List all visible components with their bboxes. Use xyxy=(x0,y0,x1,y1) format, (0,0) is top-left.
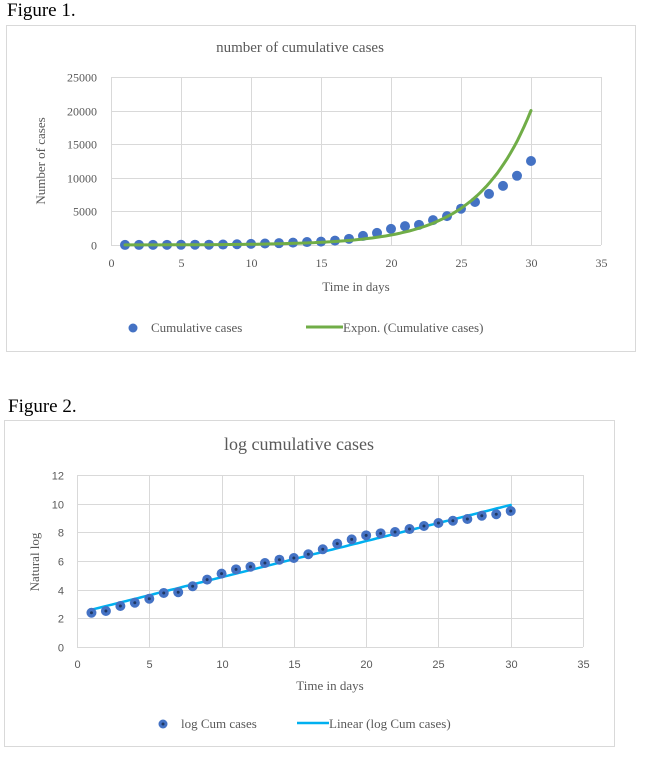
x-tick-label: 15 xyxy=(316,256,328,270)
y-tick-label: 15000 xyxy=(67,138,97,152)
y-tick-label: 2 xyxy=(58,614,64,626)
figure-1-x-ticks: 0 5 10 15 20 25 30 35 xyxy=(109,256,608,270)
y-tick-label: 25000 xyxy=(67,71,97,85)
data-point-center xyxy=(494,512,498,516)
data-point xyxy=(512,170,522,181)
x-tick-label: 10 xyxy=(216,659,228,671)
x-tick-label: 0 xyxy=(109,256,115,270)
data-point-center xyxy=(118,604,122,608)
figure-1-legend: Cumulative cases Expon. (Cumulative case… xyxy=(128,320,483,335)
data-point-center xyxy=(205,578,209,582)
data-point xyxy=(484,188,494,199)
data-point-center xyxy=(220,572,224,576)
figure-1-label: Figure 1. xyxy=(7,0,76,21)
figure-2-chart: log cumulative cases 0 2 4 6 8 10 12 0 5 10 15 20 2… xyxy=(4,420,615,747)
legend-marker-cumulative-cases xyxy=(128,323,138,333)
data-point-center xyxy=(133,601,137,605)
x-tick-label: 5 xyxy=(179,256,185,270)
x-tick-label: 5 xyxy=(146,659,152,671)
y-tick-label: 10000 xyxy=(67,172,97,186)
data-point xyxy=(386,223,396,234)
x-tick-label: 25 xyxy=(456,256,468,270)
data-point-center xyxy=(393,530,397,534)
figure-2-frame xyxy=(4,420,615,747)
figure-1-title: number of cumulative cases xyxy=(216,40,384,56)
data-point-center xyxy=(451,519,455,523)
figure-1-gridlines xyxy=(111,77,602,246)
figure-2-title: log cumulative cases xyxy=(224,434,374,454)
y-tick-label: 10 xyxy=(52,500,64,512)
x-tick-label: 35 xyxy=(577,659,589,671)
y-tick-label: 20000 xyxy=(67,105,97,119)
data-point-center xyxy=(364,533,368,537)
legend-label-cumulative-cases: Cumulative cases xyxy=(151,320,242,335)
y-tick-label: 8 xyxy=(58,528,64,540)
data-point-center xyxy=(89,611,93,615)
figure-1-y-ticks: 0 5000 10000 15000 20000 25000 xyxy=(67,71,97,253)
data-point-center xyxy=(335,542,339,546)
data-point-center xyxy=(234,567,238,571)
x-tick-label: 30 xyxy=(526,256,538,270)
data-point-center xyxy=(436,521,440,525)
legend-label-log-cum-cases: log Cum cases xyxy=(181,716,257,731)
x-tick-label: 25 xyxy=(432,659,444,671)
data-point-center xyxy=(306,552,310,556)
data-point-center xyxy=(104,609,108,613)
y-tick-label: 5000 xyxy=(73,205,97,219)
y-tick-label: 6 xyxy=(58,557,64,569)
legend-label-linear-trend: Linear (log Cum cases) xyxy=(329,716,451,731)
legend-marker-log-cum-cases-center xyxy=(161,722,165,726)
x-tick-label: 20 xyxy=(360,659,372,671)
y-tick-label: 4 xyxy=(58,586,64,598)
data-point-center xyxy=(321,547,325,551)
data-point-center xyxy=(248,565,252,569)
data-point-center xyxy=(509,509,513,513)
data-point-center xyxy=(162,591,166,595)
figure-2-y-axis-label: Natural log xyxy=(27,532,42,591)
x-tick-label: 0 xyxy=(74,659,80,671)
data-point xyxy=(498,180,508,191)
data-point-center xyxy=(379,531,383,535)
x-tick-label: 20 xyxy=(386,256,398,270)
data-point-center xyxy=(277,558,281,562)
data-point xyxy=(526,156,536,166)
legend-label-expon-trend: Expon. (Cumulative cases) xyxy=(343,320,483,335)
data-point-center xyxy=(191,584,195,588)
y-tick-label: 0 xyxy=(58,643,64,655)
figure-1-x-axis-label: Time in days xyxy=(322,279,389,294)
data-point-center xyxy=(408,527,412,531)
y-tick-label: 12 xyxy=(52,471,64,483)
data-point xyxy=(400,221,410,232)
figure-2-label: Figure 2. xyxy=(8,396,77,417)
figure-2-points xyxy=(86,505,516,618)
x-tick-label: 35 xyxy=(596,256,608,270)
figure-2-x-axis-label: Time in days xyxy=(296,678,363,693)
data-point-center xyxy=(350,537,354,541)
figure-1-chart: number of cumulative cases 0500010000150… xyxy=(6,25,636,352)
x-tick-label: 30 xyxy=(505,659,517,671)
figure-2-y-ticks: 0 2 4 6 8 10 12 xyxy=(52,471,64,655)
data-point-center xyxy=(465,517,469,521)
figure-1-exponential-trendline xyxy=(123,109,533,247)
y-tick-label: 0 xyxy=(91,239,97,253)
data-point-center xyxy=(292,556,296,560)
figure-2-x-ticks: 0 5 10 15 20 25 30 35 xyxy=(74,659,589,671)
data-point-center xyxy=(176,590,180,594)
data-point-center xyxy=(263,561,267,565)
data-point-center xyxy=(480,514,484,518)
data-point-center xyxy=(147,597,151,601)
figure-2-legend: log Cum cases Linear (log Cum cases) xyxy=(158,716,451,731)
figure-1-points xyxy=(120,156,536,250)
x-tick-label: 10 xyxy=(246,256,258,270)
x-tick-label: 15 xyxy=(288,659,300,671)
data-point-center xyxy=(422,524,426,528)
figure-1-y-axis-label: Number of cases xyxy=(33,117,48,204)
